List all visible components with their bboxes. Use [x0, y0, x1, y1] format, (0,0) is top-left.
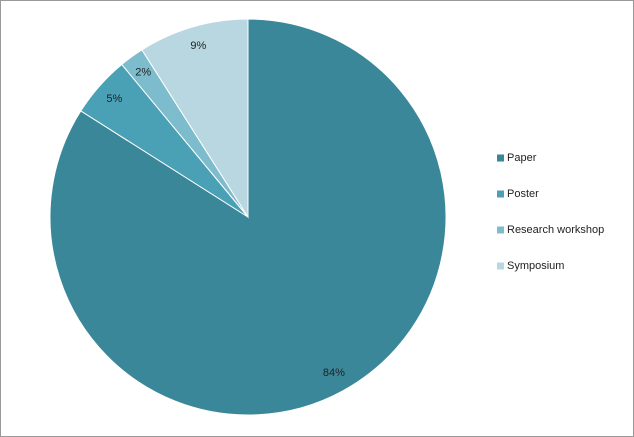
legend-label: Paper [507, 152, 537, 164]
data-label: 5% [106, 93, 122, 105]
legend-label: Poster [507, 188, 539, 200]
legend-swatch [497, 226, 504, 234]
data-label: 84% [323, 367, 345, 379]
pie-slice [141, 18, 249, 219]
legend-swatch [497, 262, 504, 270]
legend-swatch [497, 190, 504, 198]
data-label: 2% [135, 67, 151, 79]
legend-swatch [497, 154, 504, 162]
legend-label: Research workshop [507, 224, 604, 236]
legend-label: Symposium [507, 260, 564, 272]
data-label: 9% [190, 40, 206, 52]
